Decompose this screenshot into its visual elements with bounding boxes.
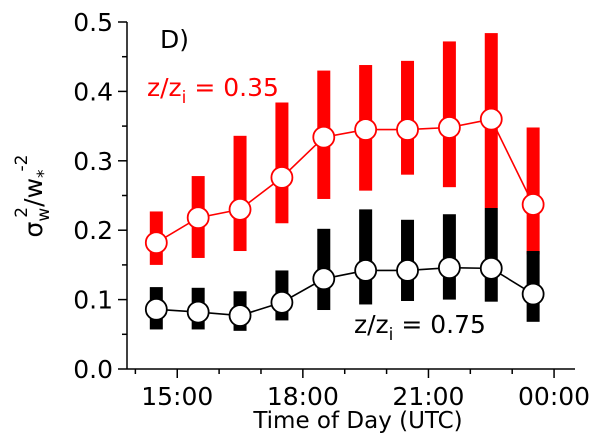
range-bar xyxy=(484,207,498,302)
x-tick-label: 21:00 xyxy=(392,382,464,411)
series-label-rest: = 0.75 xyxy=(393,310,486,339)
series-label-sub: i xyxy=(389,325,394,345)
y-axis-title-part: w xyxy=(34,208,54,222)
x-axis-title: Time of Day (UTC) xyxy=(252,408,462,434)
data-point xyxy=(144,297,168,321)
series-line xyxy=(155,118,534,244)
data-point xyxy=(312,267,336,291)
range-bar xyxy=(442,41,456,188)
data-point xyxy=(354,259,378,282)
y-axis-title-part: * xyxy=(34,169,54,178)
y-axis-title-part: σ xyxy=(19,221,48,237)
range-bar xyxy=(233,135,247,252)
y-axis-title-part: /w xyxy=(19,178,48,207)
data-point xyxy=(396,259,419,282)
y-tick-label: 0.0 xyxy=(73,355,113,384)
data-point xyxy=(521,193,545,216)
y-tick-label: 0.5 xyxy=(73,8,113,37)
series-line xyxy=(156,266,534,317)
range-bar xyxy=(275,102,289,224)
series-label: z/zi = 0.75 xyxy=(354,310,486,345)
series-label-sub: i xyxy=(182,88,187,108)
data-point xyxy=(270,290,294,314)
data-point xyxy=(437,116,461,139)
data-point xyxy=(479,107,503,131)
data-point xyxy=(144,231,168,255)
series-label-main: z/z xyxy=(354,310,389,339)
axes: 0.0 0.1 0.2 0.3 0.4 0.5 15:00 18:00 21:00 00:00 Ti… xyxy=(12,8,590,434)
data-point xyxy=(186,300,210,324)
range-bar xyxy=(401,60,415,175)
chart-labels: D)z/zi = 0.35z/zi = 0.75 xyxy=(147,25,486,345)
range-bar xyxy=(526,127,540,255)
data-point xyxy=(312,125,336,149)
data-point xyxy=(228,304,252,327)
y-axis-title-part: -2 xyxy=(12,155,32,172)
range-bar xyxy=(359,209,373,305)
panel-label: D) xyxy=(160,25,189,54)
y-tick-label: 0.4 xyxy=(73,77,113,106)
data-point xyxy=(437,256,461,280)
data-point xyxy=(396,118,419,141)
data-point xyxy=(479,256,503,280)
y-axis-title-part: 2 xyxy=(12,207,32,218)
y-tick-label: 0.3 xyxy=(73,147,113,176)
data-point xyxy=(228,197,252,221)
series-label-rest: = 0.35 xyxy=(186,73,279,102)
data-point xyxy=(186,206,210,230)
y-axis-title: σw2/w*-2 xyxy=(12,155,54,238)
x-tick-label: 15:00 xyxy=(141,382,213,411)
data-point xyxy=(521,282,545,306)
data-point xyxy=(354,118,378,141)
y-tick-label: 0.1 xyxy=(73,286,113,315)
x-tick-label: 00:00 xyxy=(518,382,590,411)
series-label-main: z/z xyxy=(147,73,182,102)
data-point xyxy=(270,166,294,189)
series-lines xyxy=(155,118,534,317)
y-tick-label: 0.2 xyxy=(73,216,113,245)
series-label: z/zi = 0.35 xyxy=(147,73,279,108)
x-tick-label: 18:00 xyxy=(267,382,339,411)
series-markers xyxy=(144,107,545,327)
